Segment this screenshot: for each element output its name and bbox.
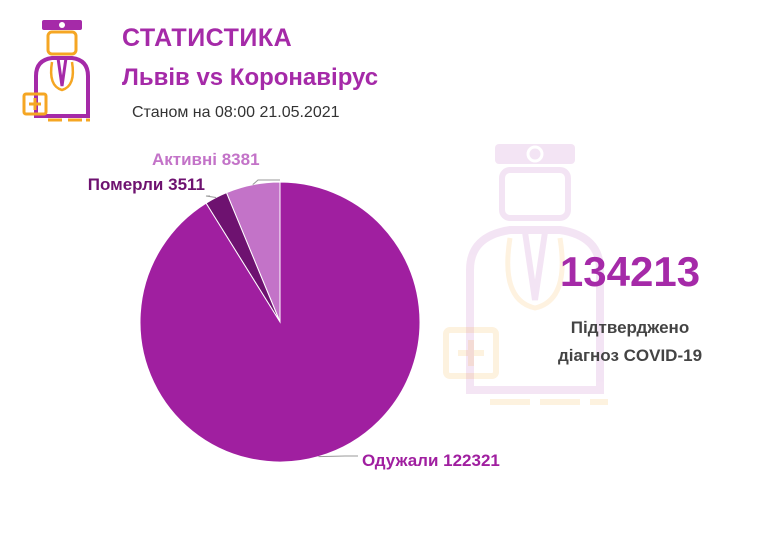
caption-line-1: Підтверджено [570,318,690,337]
pie-leader-0 [252,179,280,186]
total-confirmed-caption: Підтверджено діагноз COVID-19 [530,314,730,370]
pie-slice-2 [139,181,421,463]
date-text: Станом на 08:00 21.05.2021 [132,104,340,121]
pie-label-0: Активні 8381 [152,150,260,169]
doctor-icon [22,20,90,122]
page-title: СТАТИСТИКА [122,24,293,52]
doctor-watermark-icon [443,144,608,405]
total-confirmed-value: 134213 [559,248,701,295]
pie-leader-2 [318,455,358,458]
caption-line-2: діагноз COVID-19 [557,346,703,365]
pie-leader-1 [205,195,217,198]
page-subtitle: Львів vs Коронавірус [122,64,379,91]
pie-label-2: Одужали 122321 [362,451,500,470]
pie-label-1: Померли 3511 [88,175,205,194]
